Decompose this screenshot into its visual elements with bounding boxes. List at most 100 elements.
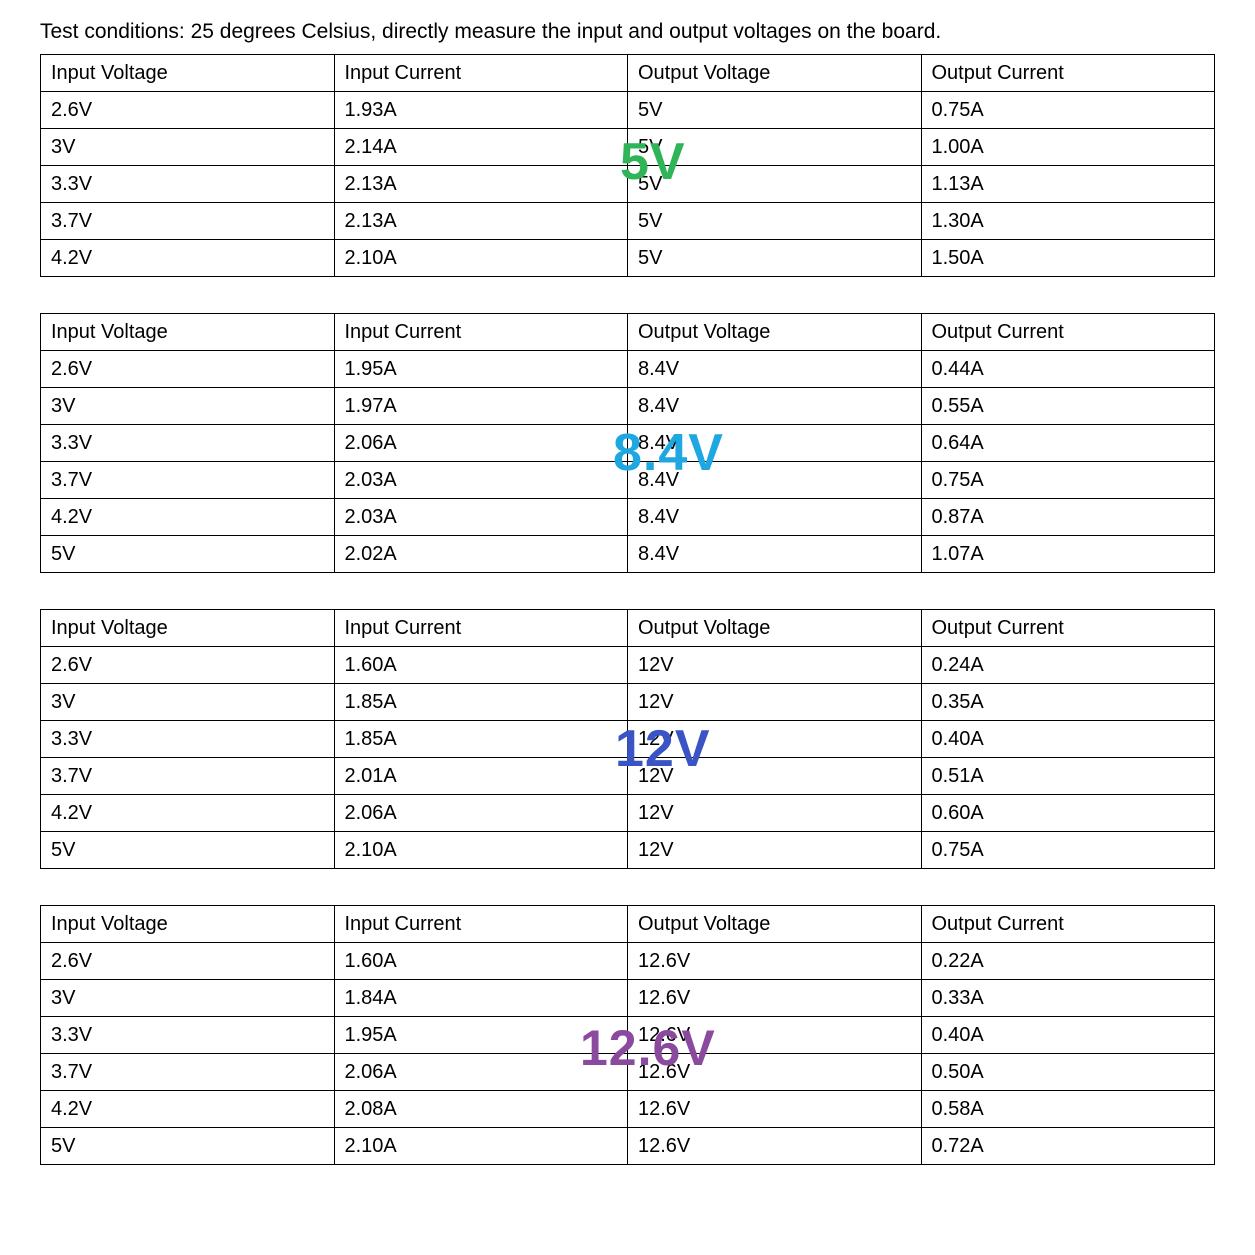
table-cell: 0.24A — [921, 647, 1215, 684]
column-header: Input Voltage — [41, 906, 335, 943]
table-cell: 2.10A — [334, 832, 628, 869]
table-cell: 1.50A — [921, 240, 1215, 277]
table-row: 2.6V1.60A12.6V0.22A — [41, 943, 1215, 980]
tables-container: Input VoltageInput CurrentOutput Voltage… — [40, 54, 1215, 1165]
column-header: Output Current — [921, 906, 1215, 943]
table-cell: 12.6V — [628, 1128, 922, 1165]
table-row: 4.2V2.08A12.6V0.58A — [41, 1091, 1215, 1128]
table-cell: 2.10A — [334, 240, 628, 277]
table-cell: 8.4V — [628, 536, 922, 573]
column-header: Input Current — [334, 610, 628, 647]
table-cell: 2.10A — [334, 1128, 628, 1165]
table-cell: 2.06A — [334, 425, 628, 462]
table-cell: 8.4V — [628, 388, 922, 425]
column-header: Output Current — [921, 314, 1215, 351]
table-cell: 3V — [41, 980, 335, 1017]
table-row: 3.7V2.03A8.4V0.75A — [41, 462, 1215, 499]
table-cell: 3V — [41, 684, 335, 721]
table-cell: 0.44A — [921, 351, 1215, 388]
column-header: Input Current — [334, 314, 628, 351]
column-header: Output Voltage — [628, 610, 922, 647]
table-row: 3.7V2.01A12V0.51A — [41, 758, 1215, 795]
table-cell: 1.93A — [334, 92, 628, 129]
table-cell: 12V — [628, 721, 922, 758]
table-row: 4.2V2.03A8.4V0.87A — [41, 499, 1215, 536]
table-cell: 3.7V — [41, 203, 335, 240]
table-row: 4.2V2.06A12V0.60A — [41, 795, 1215, 832]
table-cell: 0.75A — [921, 462, 1215, 499]
table-row: 3V1.97A8.4V0.55A — [41, 388, 1215, 425]
table-header-row: Input VoltageInput CurrentOutput Voltage… — [41, 610, 1215, 647]
table-cell: 0.58A — [921, 1091, 1215, 1128]
table-cell: 5V — [41, 536, 335, 573]
column-header: Input Voltage — [41, 55, 335, 92]
table-cell: 3.3V — [41, 166, 335, 203]
table-cell: 4.2V — [41, 1091, 335, 1128]
table-cell: 4.2V — [41, 240, 335, 277]
table-row: 3.3V2.13A5V1.13A — [41, 166, 1215, 203]
table-row: 2.6V1.95A8.4V0.44A — [41, 351, 1215, 388]
table-cell: 2.01A — [334, 758, 628, 795]
table-cell: 0.50A — [921, 1054, 1215, 1091]
table-cell: 12.6V — [628, 1017, 922, 1054]
table-cell: 2.6V — [41, 943, 335, 980]
table-cell: 2.06A — [334, 795, 628, 832]
column-header: Input Voltage — [41, 314, 335, 351]
table-cell: 0.35A — [921, 684, 1215, 721]
table-cell: 12.6V — [628, 943, 922, 980]
table-row: 3V1.84A12.6V0.33A — [41, 980, 1215, 1017]
table-cell: 2.02A — [334, 536, 628, 573]
table-cell: 8.4V — [628, 462, 922, 499]
table-cell: 1.00A — [921, 129, 1215, 166]
table-cell: 1.95A — [334, 351, 628, 388]
table-cell: 1.30A — [921, 203, 1215, 240]
table-cell: 3.7V — [41, 758, 335, 795]
measurement-table-3: Input VoltageInput CurrentOutput Voltage… — [40, 905, 1215, 1165]
table-cell: 3.3V — [41, 721, 335, 758]
table-row: 3.7V2.06A12.6V0.50A — [41, 1054, 1215, 1091]
table-cell: 4.2V — [41, 499, 335, 536]
table-cell: 1.60A — [334, 943, 628, 980]
table-cell: 2.6V — [41, 647, 335, 684]
table-cell: 2.13A — [334, 203, 628, 240]
table-header-row: Input VoltageInput CurrentOutput Voltage… — [41, 906, 1215, 943]
table-cell: 12V — [628, 684, 922, 721]
data-table: Input VoltageInput CurrentOutput Voltage… — [40, 54, 1215, 277]
data-table: Input VoltageInput CurrentOutput Voltage… — [40, 313, 1215, 573]
table-cell: 12.6V — [628, 980, 922, 1017]
table-cell: 12V — [628, 832, 922, 869]
table-row: 3.3V2.06A8.4V0.64A — [41, 425, 1215, 462]
table-cell: 0.40A — [921, 721, 1215, 758]
table-cell: 1.85A — [334, 721, 628, 758]
table-cell: 3.3V — [41, 1017, 335, 1054]
table-cell: 12.6V — [628, 1091, 922, 1128]
table-cell: 0.87A — [921, 499, 1215, 536]
table-cell: 0.64A — [921, 425, 1215, 462]
table-cell: 5V — [41, 1128, 335, 1165]
table-cell: 1.95A — [334, 1017, 628, 1054]
column-header: Output Current — [921, 610, 1215, 647]
table-cell: 2.13A — [334, 166, 628, 203]
table-cell: 0.60A — [921, 795, 1215, 832]
table-cell: 5V — [628, 203, 922, 240]
table-cell: 3.7V — [41, 1054, 335, 1091]
table-cell: 12V — [628, 758, 922, 795]
table-cell: 0.75A — [921, 832, 1215, 869]
table-cell: 2.08A — [334, 1091, 628, 1128]
table-cell: 0.72A — [921, 1128, 1215, 1165]
measurement-table-0: Input VoltageInput CurrentOutput Voltage… — [40, 54, 1215, 277]
table-cell: 3V — [41, 129, 335, 166]
table-cell: 1.97A — [334, 388, 628, 425]
table-cell: 4.2V — [41, 795, 335, 832]
data-table: Input VoltageInput CurrentOutput Voltage… — [40, 609, 1215, 869]
table-cell: 0.51A — [921, 758, 1215, 795]
column-header: Output Voltage — [628, 314, 922, 351]
measurement-table-2: Input VoltageInput CurrentOutput Voltage… — [40, 609, 1215, 869]
table-cell: 5V — [628, 129, 922, 166]
column-header: Input Current — [334, 906, 628, 943]
table-cell: 8.4V — [628, 425, 922, 462]
table-cell: 2.06A — [334, 1054, 628, 1091]
table-cell: 0.55A — [921, 388, 1215, 425]
table-cell: 0.33A — [921, 980, 1215, 1017]
table-cell: 1.85A — [334, 684, 628, 721]
